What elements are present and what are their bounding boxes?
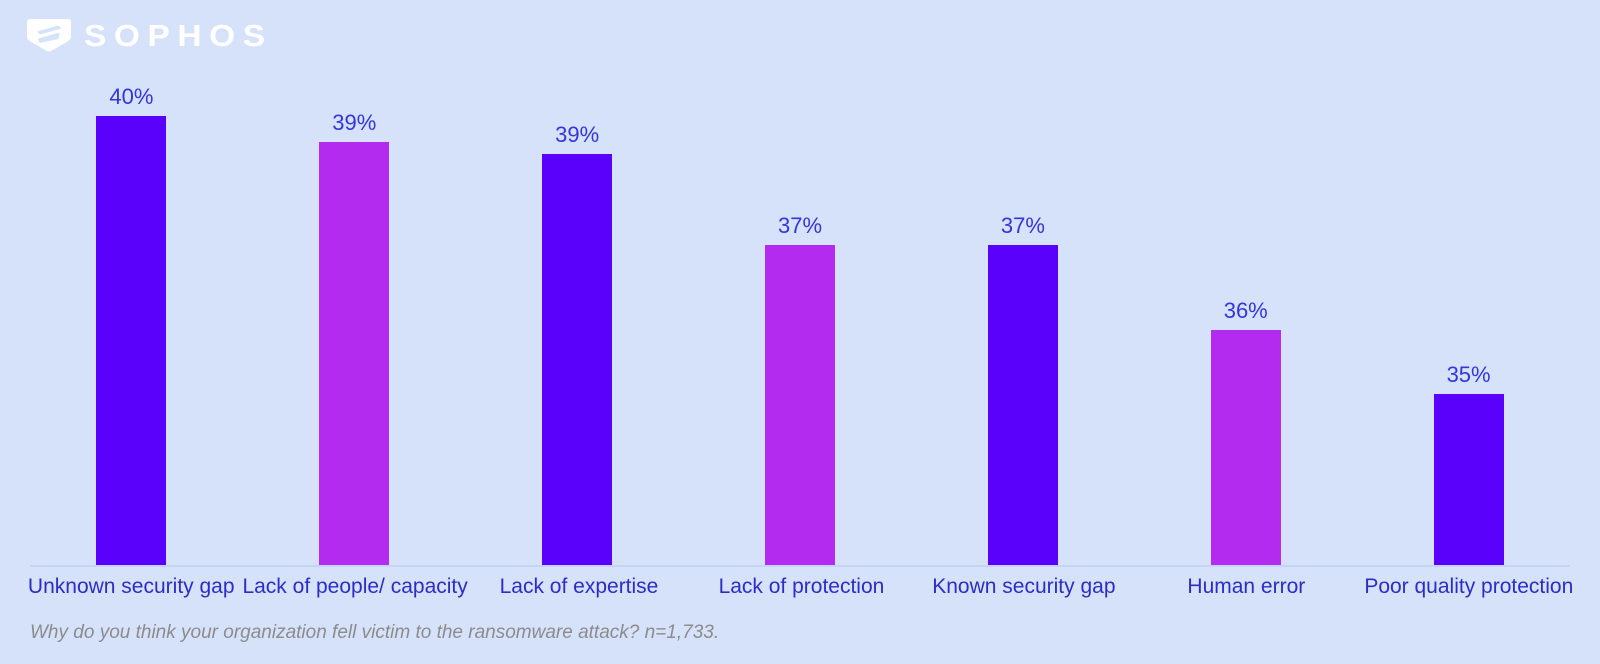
bar-column-lack-of-people-capacity: 39% [243, 110, 466, 565]
category-label-human-error: Human error [1187, 575, 1306, 598]
category-label-known-security-gap: Known security gap [932, 575, 1116, 598]
bar-column-poor-quality-protection: 35% [1357, 362, 1580, 565]
bar-unknown-security-gap [96, 116, 167, 565]
bar-column-lack-of-protection: 37% [689, 213, 912, 565]
sophos-wordmark: SOPHOS [84, 18, 273, 53]
bar-column-unknown-security-gap: 40% [20, 84, 243, 565]
bar-column-lack-of-expertise: 39% [466, 122, 689, 565]
chart-footnote: Why do you think your organization fell … [30, 622, 720, 643]
bars-row: 40% 39% 39% 37% 37% 36% 35% [20, 0, 1580, 565]
category-label-lack-of-protection: Lack of protection [718, 575, 885, 598]
bar-lack-of-people-capacity [319, 142, 390, 565]
sophos-shield-icon [24, 17, 74, 55]
bar-human-error [1210, 330, 1281, 565]
category-label-poor-quality-protection: Poor quality protection [1364, 575, 1574, 598]
bar-value-label: 36% [1223, 298, 1268, 323]
sophos-logo: SOPHOS [24, 17, 265, 55]
bar-column-human-error: 36% [1134, 298, 1357, 565]
bar-value-label: 37% [1000, 213, 1045, 238]
bar-column-known-security-gap: 37% [911, 213, 1134, 565]
category-label-lack-of-people-capacity: Lack of people/ capacity [242, 575, 468, 598]
bar-known-security-gap [987, 245, 1058, 565]
category-labels-row: Unknown security gap Lack of people/ capa… [20, 574, 1580, 599]
bar-lack-of-expertise [542, 154, 613, 565]
bar-value-label: 37% [777, 213, 823, 238]
bar-value-label: 40% [109, 84, 154, 109]
category-label-unknown-security-gap: Unknown security gap [27, 575, 235, 598]
bar-value-label: 35% [1446, 362, 1491, 387]
category-label-lack-of-expertise: Lack of expertise [499, 575, 659, 598]
bar-poor-quality-protection [1433, 394, 1504, 565]
bar-lack-of-protection [765, 245, 835, 565]
x-axis-line [30, 565, 1570, 567]
bar-value-label: 39% [555, 122, 600, 147]
bar-value-label: 39% [332, 110, 377, 135]
